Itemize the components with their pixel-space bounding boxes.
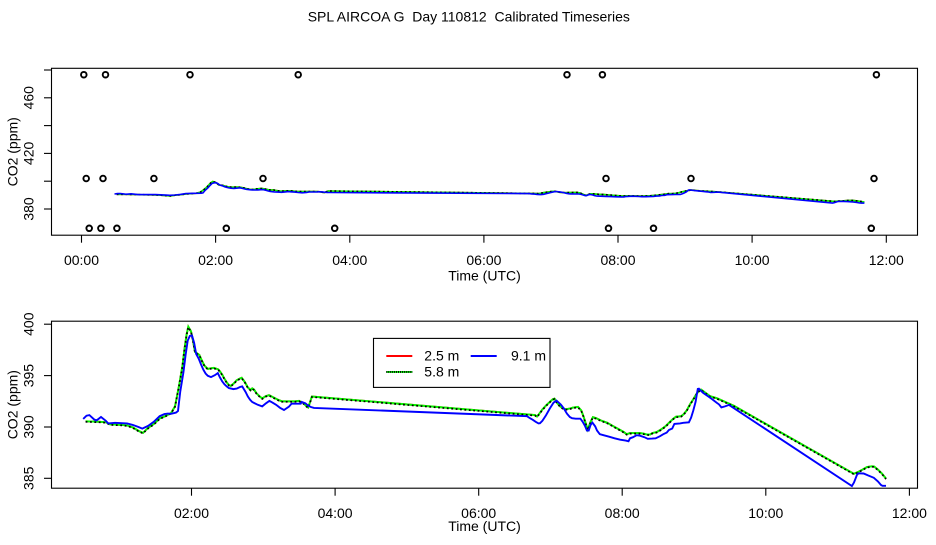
svg-text:06:00: 06:00 [466,252,501,268]
svg-text:CO2 (ppm): CO2 (ppm) [5,370,21,439]
svg-text:CO2 (ppm): CO2 (ppm) [5,117,21,186]
svg-text:SPL AIRCOA G Day 110812 Cali: SPL AIRCOA G Day 110812 Calibrated Times… [308,8,630,24]
svg-text:400: 400 [21,312,37,336]
svg-text:06:00: 06:00 [461,505,496,521]
svg-text:08:00: 08:00 [600,252,635,268]
svg-text:9.1 m: 9.1 m [511,348,546,364]
svg-text:390: 390 [21,415,37,439]
svg-text:12:00: 12:00 [892,505,927,521]
svg-text:10:00: 10:00 [735,252,770,268]
svg-text:5.8 m: 5.8 m [424,364,459,380]
svg-text:12:00: 12:00 [869,252,904,268]
svg-text:10:00: 10:00 [748,505,783,521]
svg-text:460: 460 [21,86,37,110]
svg-text:385: 385 [21,466,37,490]
svg-text:2.5 m: 2.5 m [424,348,459,364]
svg-text:02:00: 02:00 [174,505,209,521]
svg-text:420: 420 [21,142,37,166]
svg-text:Time (UTC): Time (UTC) [448,267,521,283]
svg-text:380: 380 [21,197,37,221]
svg-text:02:00: 02:00 [198,252,233,268]
svg-text:Time (UTC): Time (UTC) [448,518,521,534]
svg-text:08:00: 08:00 [605,505,640,521]
svg-text:00:00: 00:00 [64,252,99,268]
svg-text:04:00: 04:00 [318,505,353,521]
svg-text:395: 395 [21,364,37,388]
svg-text:04:00: 04:00 [332,252,367,268]
